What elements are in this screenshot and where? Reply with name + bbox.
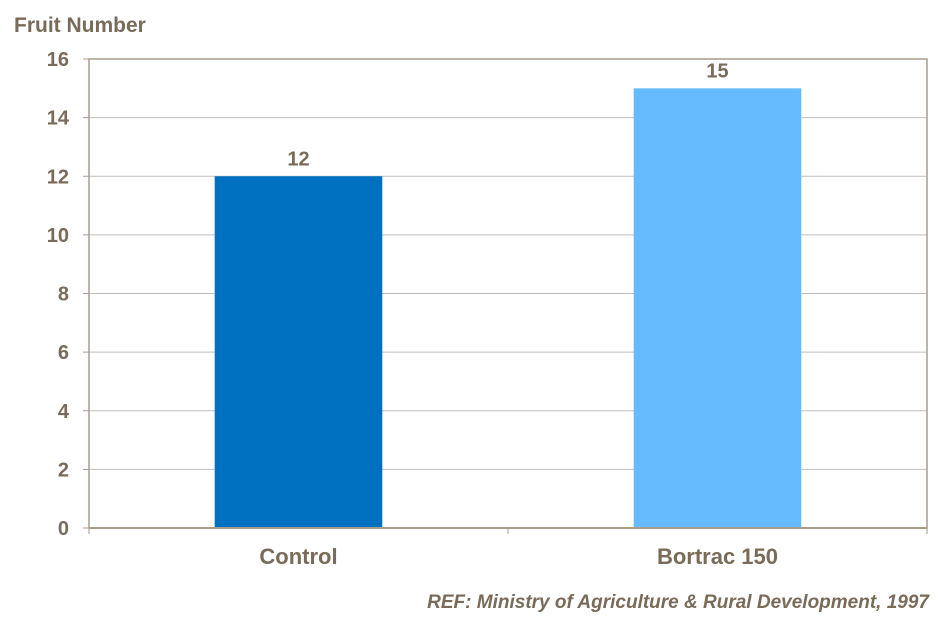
y-tick-label: 12: [47, 166, 69, 188]
y-tick-label: 2: [58, 459, 69, 481]
y-tick-label: 4: [58, 401, 70, 423]
y-tick-label: 6: [58, 342, 69, 364]
y-tick-label: 10: [47, 225, 69, 247]
y-axis-label: Fruit Number: [14, 14, 146, 37]
x-tick-label: Bortrac 150: [657, 544, 778, 569]
reference-note: REF: Ministry of Agriculture & Rural Dev…: [427, 592, 929, 613]
bar-control: [214, 176, 383, 528]
y-tick-label: 8: [58, 284, 69, 306]
bar-chart: Fruit Number 0 2 4 6 8 10 12 14 16 12 15 Control B…: [14, 14, 928, 569]
y-tick-label: 16: [47, 49, 69, 71]
data-label: 12: [287, 148, 309, 170]
x-tick-label: Control: [259, 544, 337, 569]
y-tick-label: 14: [47, 108, 70, 130]
bar-bortrac-150: [633, 88, 802, 528]
data-label: 15: [706, 60, 728, 82]
y-tick-label: 0: [58, 518, 69, 540]
